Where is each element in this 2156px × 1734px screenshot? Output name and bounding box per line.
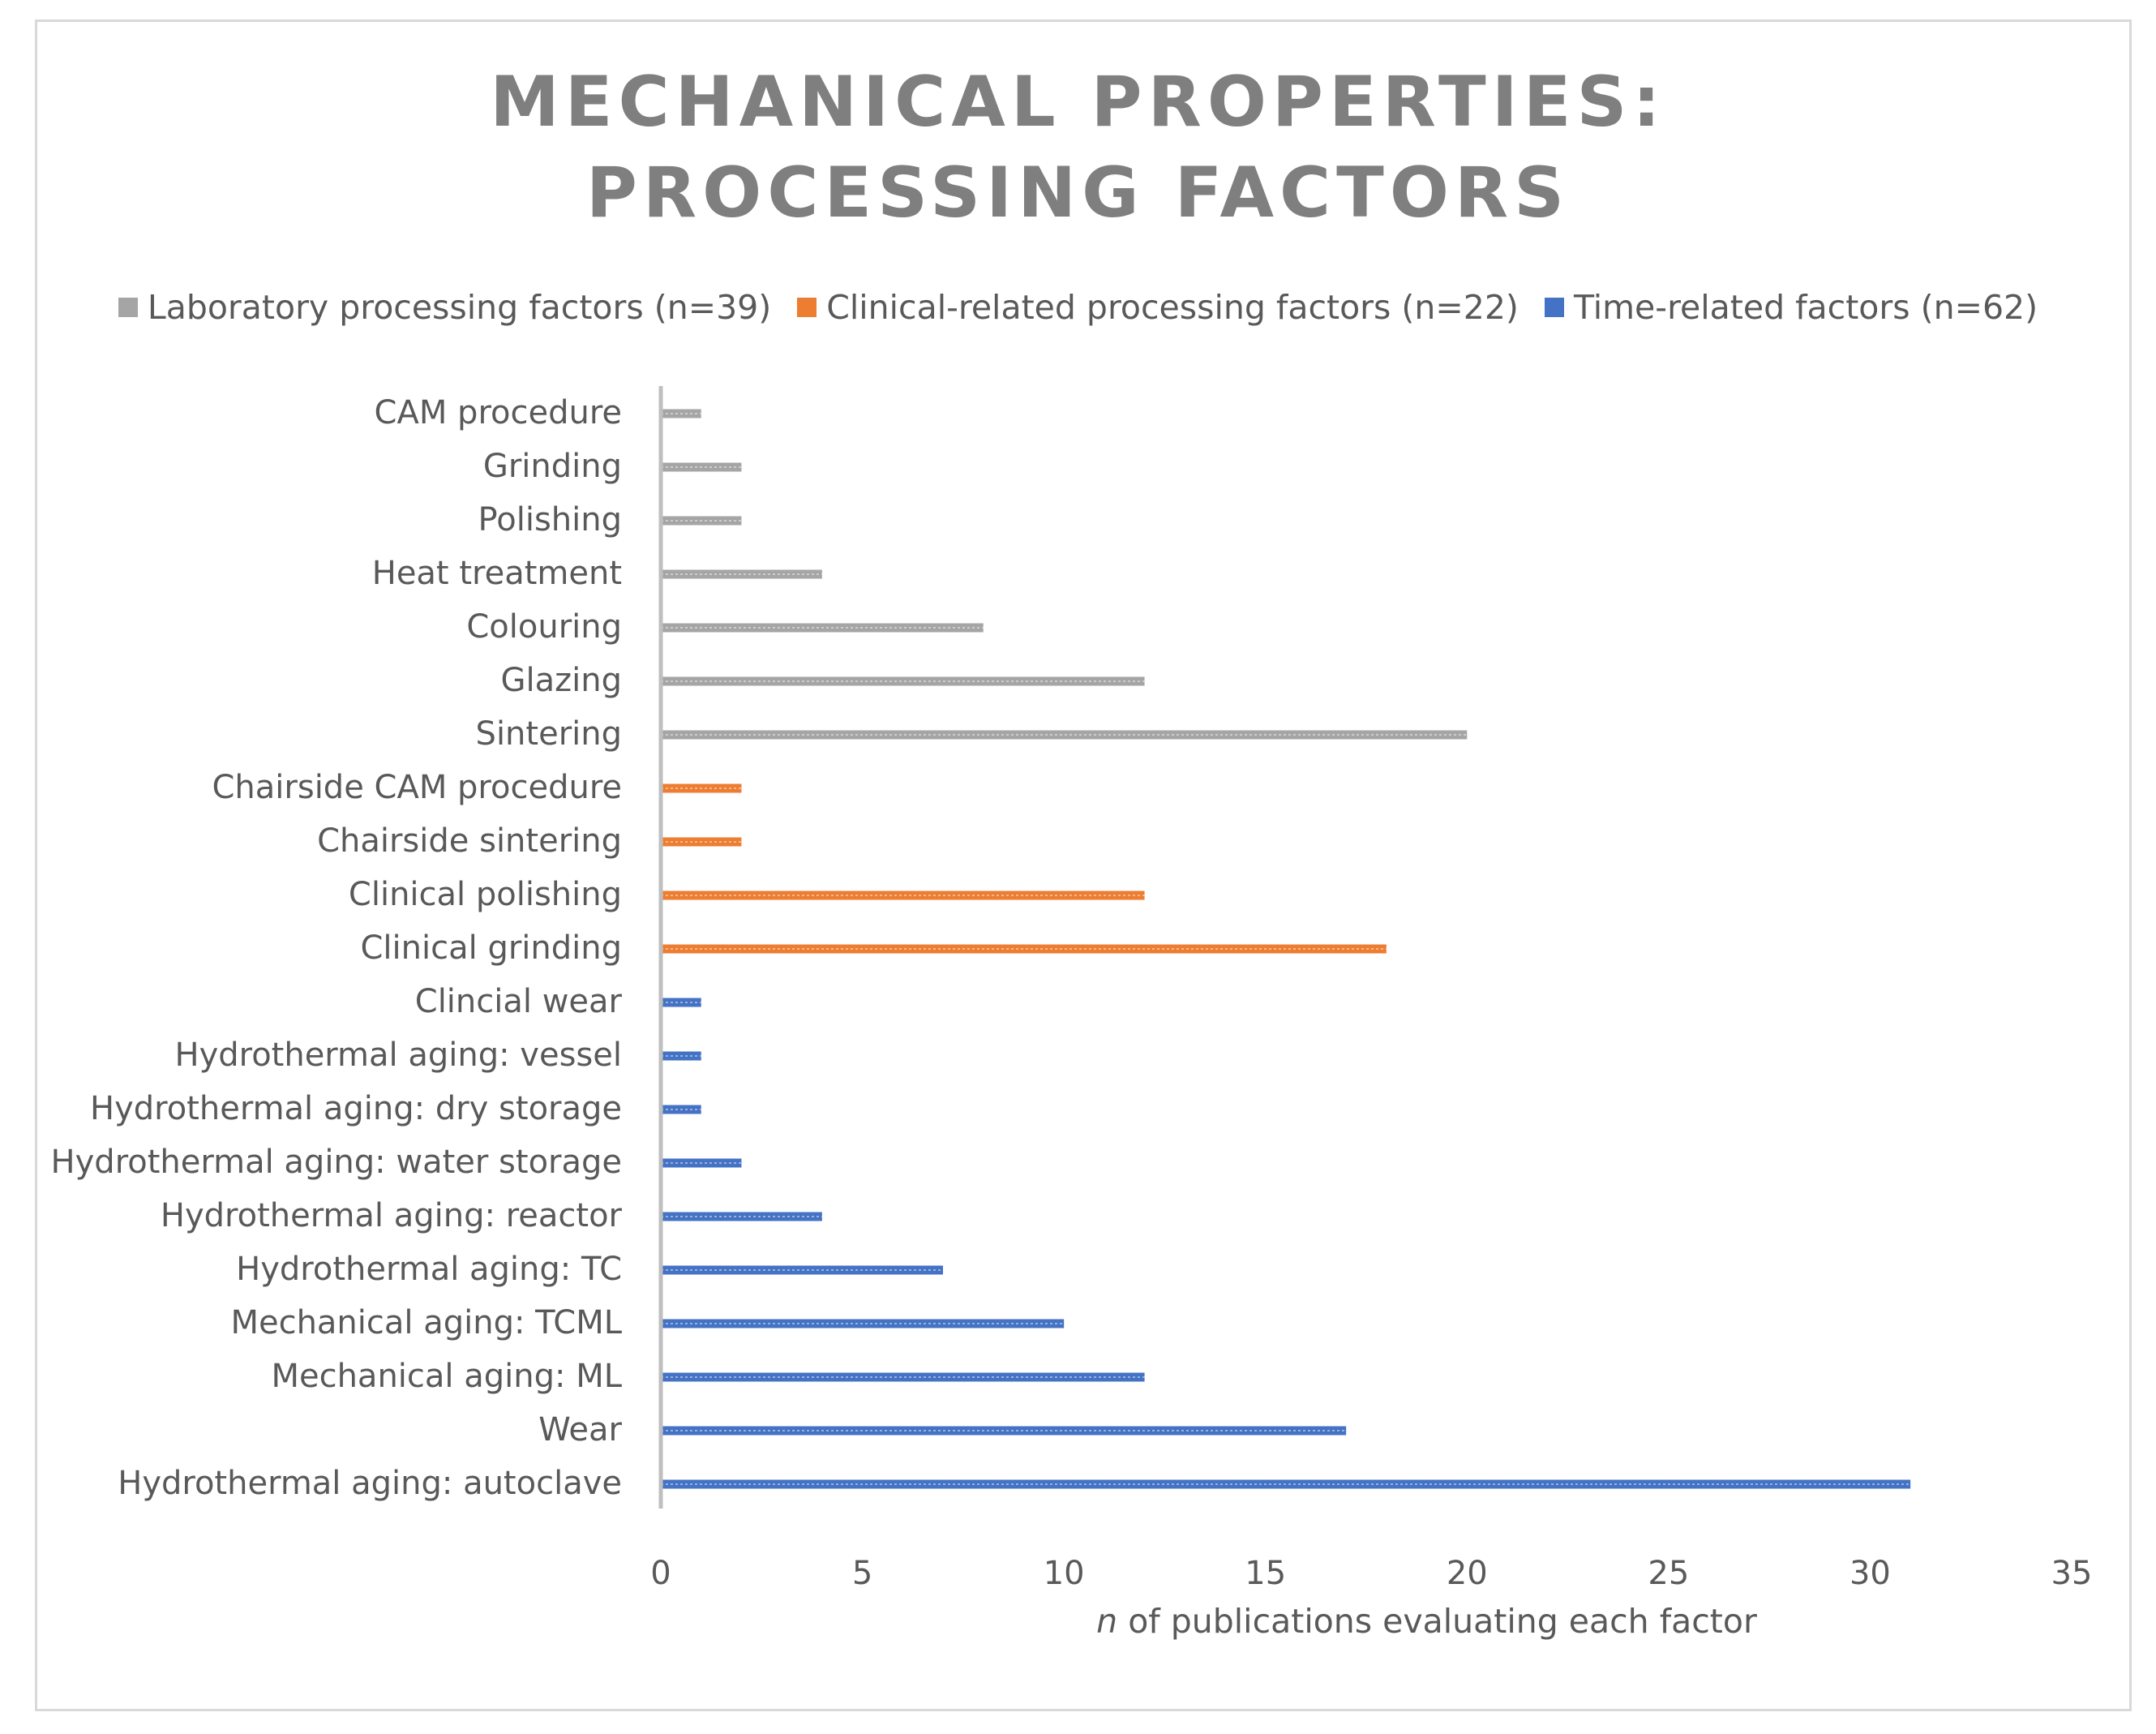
y-tick-label: Chairside CAM procedure (212, 769, 623, 806)
legend-swatch-clinical (797, 298, 817, 317)
bar[interactable] (661, 676, 1145, 686)
legend-item-time[interactable]: Time-related factors (n=62) (1544, 288, 2038, 327)
y-tick-label: Clinical polishing (349, 876, 622, 913)
legend-label-time: Time-related factors (n=62) (1573, 288, 2038, 327)
y-tick-label: Hydrothermal aging: reactor (161, 1197, 623, 1234)
y-tick-label: Clinical grinding (361, 929, 623, 967)
bar[interactable] (661, 1105, 701, 1114)
chart-title-line-2: PROCESSING FACTORS (585, 152, 1571, 234)
y-tick-label: Sintering (476, 715, 622, 753)
y-tick-label: Clincial wear (415, 983, 623, 1020)
legend-label-laboratory: Laboratory processing factors (n=39) (147, 288, 772, 327)
legend-swatch-time (1544, 298, 1564, 317)
y-tick-label: Hydrothermal aging: autoclave (118, 1465, 622, 1502)
bar[interactable] (661, 1265, 943, 1275)
bar[interactable] (661, 1319, 1065, 1328)
chart-title-line-1: MECHANICAL PROPERTIES: (490, 62, 1666, 143)
x-tick-label: 5 (852, 1555, 872, 1592)
bar[interactable] (661, 409, 701, 418)
chart-legend: Laboratory processing factors (n=39) Cli… (0, 288, 2156, 327)
y-tick-label: Heat treatment (372, 555, 622, 592)
bar[interactable] (661, 1479, 1911, 1489)
bar[interactable] (661, 462, 742, 472)
legend-item-laboratory[interactable]: Laboratory processing factors (n=39) (118, 288, 771, 327)
chart-title: MECHANICAL PROPERTIES: PROCESSING FACTOR… (0, 57, 2156, 238)
x-axis-label: n of publications evaluating each factor (0, 1602, 2156, 1641)
y-tick-label: Chairside sintering (317, 822, 622, 860)
x-tick-label: 15 (1245, 1555, 1286, 1592)
x-axis-label-italic: n (1096, 1602, 1118, 1641)
bar[interactable] (661, 569, 822, 579)
bar[interactable] (661, 1372, 1145, 1382)
bar[interactable] (661, 783, 742, 793)
x-tick-label: 30 (1850, 1555, 1891, 1592)
y-tick-label: Glazing (501, 662, 622, 699)
y-tick-label: Hydrothermal aging: dry storage (90, 1090, 622, 1127)
x-tick-label: 25 (1648, 1555, 1689, 1592)
bar[interactable] (661, 730, 1468, 740)
bar[interactable] (661, 1158, 742, 1168)
y-tick-label: Hydrothermal aging: TC (236, 1251, 622, 1288)
y-tick-label: Grinding (483, 448, 622, 485)
y-tick-label: Mechanical aging: ML (271, 1358, 622, 1395)
y-tick-label: Mechanical aging: TCML (230, 1304, 622, 1341)
bar[interactable] (661, 1426, 1347, 1436)
legend-item-clinical[interactable]: Clinical-related processing factors (n=2… (797, 288, 1519, 327)
x-tick-label: 35 (2051, 1555, 2093, 1592)
y-tick-label: Polishing (478, 501, 622, 539)
y-tick-label: Hydrothermal aging: water storage (51, 1144, 622, 1181)
bar[interactable] (661, 944, 1387, 954)
bar[interactable] (661, 516, 742, 526)
legend-label-clinical: Clinical-related processing factors (n=2… (826, 288, 1519, 327)
x-axis-label-text: of publications evaluating each factor (1117, 1602, 1757, 1641)
x-tick-label: 20 (1447, 1555, 1488, 1592)
x-tick-label: 0 (650, 1555, 671, 1592)
y-tick-label: CAM procedure (375, 394, 622, 431)
y-tick-label: Colouring (466, 608, 622, 646)
bar[interactable] (661, 623, 984, 633)
bar[interactable] (661, 998, 701, 1007)
bar[interactable] (661, 837, 742, 847)
bar[interactable] (661, 1051, 701, 1061)
legend-swatch-laboratory (118, 298, 138, 317)
y-tick-label: Wear (538, 1411, 622, 1449)
bar[interactable] (661, 1212, 822, 1221)
y-tick-label: Hydrothermal aging: vessel (174, 1037, 622, 1074)
x-tick-label: 10 (1044, 1555, 1085, 1592)
bar[interactable] (661, 891, 1145, 900)
